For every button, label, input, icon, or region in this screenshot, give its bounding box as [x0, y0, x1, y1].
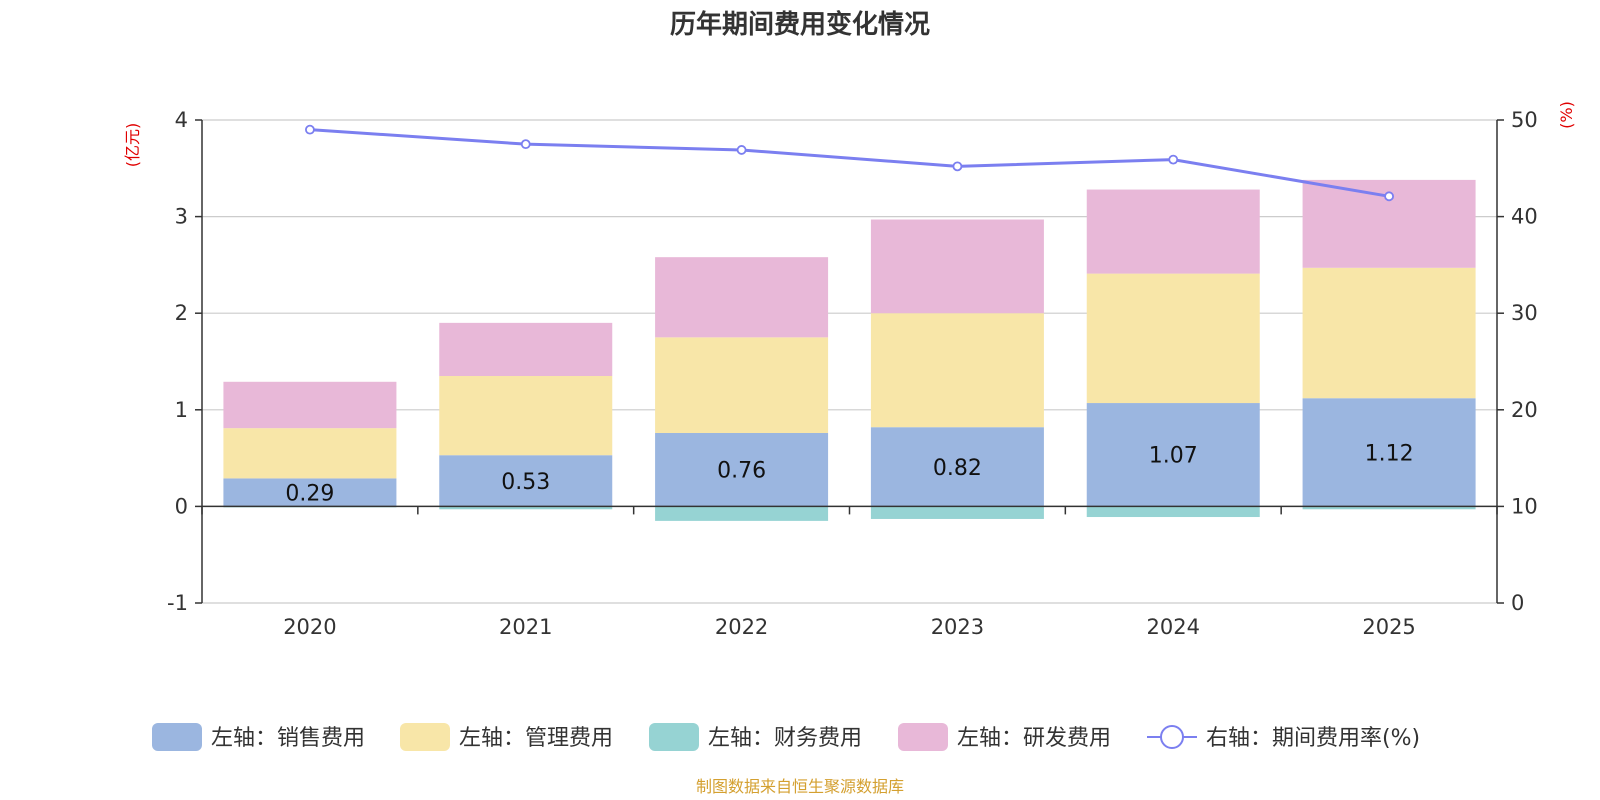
- rate-point: [1384, 191, 1394, 202]
- bar-segment: [439, 455, 613, 507]
- legend-label: 右轴：期间费用率(%): [1206, 726, 1420, 751]
- bar-segment: [1302, 506, 1476, 510]
- bar-segment: [870, 506, 1044, 519]
- bar-segment: [223, 428, 397, 479]
- right-tick-label: 10: [1511, 494, 1538, 518]
- bar-segment: [870, 219, 1044, 314]
- legend-swatch: [649, 723, 699, 751]
- bar-segment: [655, 506, 829, 521]
- rate-line: [305, 124, 1394, 202]
- category-label: 2023: [931, 615, 984, 639]
- category-label: 2024: [1147, 615, 1200, 639]
- right-axis-unit: (%): [1557, 101, 1576, 129]
- chart-title: 历年期间费用变化情况: [670, 9, 930, 40]
- bar-segment: [655, 432, 829, 507]
- bar-segment: [439, 322, 613, 376]
- bar-segment: [1302, 398, 1476, 507]
- right-tick-label: 30: [1511, 301, 1538, 325]
- left-tick-label: 4: [175, 108, 188, 132]
- right-tick-label: 0: [1511, 591, 1524, 615]
- left-tick-label: 1: [175, 398, 188, 422]
- bar-segment: [1086, 403, 1260, 507]
- data-label: 0.29: [285, 481, 334, 506]
- legend-swatch: [152, 723, 202, 751]
- rate-series-line: [309, 128, 1390, 198]
- legend: 左轴：销售费用 左轴：管理费用 左轴：财务费用 左轴：研发费用 右轴：期间费用率(%): [152, 723, 1420, 751]
- right-tick-label: 20: [1511, 398, 1538, 422]
- right-tick-label: 50: [1511, 108, 1538, 132]
- legend-label: 左轴：管理费用: [459, 726, 613, 751]
- bar-segment: [223, 478, 397, 507]
- bar-segment: [1086, 506, 1260, 518]
- data-label: 0.53: [501, 470, 550, 495]
- rate-point: [736, 145, 747, 155]
- bar-segment: [870, 427, 1044, 507]
- category-label: 2020: [283, 615, 336, 639]
- data-label: 1.12: [1365, 441, 1414, 466]
- left-tick-label: 2: [175, 301, 188, 325]
- legend-label: 左轴：研发费用: [957, 726, 1111, 751]
- rate-point: [520, 139, 531, 150]
- data-label: 0.82: [933, 456, 982, 481]
- left-tick-label: -1: [167, 591, 188, 615]
- legend-label: 左轴：财务费用: [708, 726, 862, 751]
- legend-label: 左轴：销售费用: [211, 726, 365, 751]
- category-label: 2025: [1362, 615, 1415, 639]
- bar-segment: [655, 257, 829, 338]
- bar-segment: [1086, 273, 1260, 404]
- legend-swatch: [898, 723, 948, 751]
- bar-segment: [439, 375, 613, 456]
- legend-circle-swatch: [1160, 725, 1184, 749]
- rate-point: [305, 124, 315, 135]
- left-tick-label: 3: [175, 205, 188, 229]
- data-label: 1.07: [1149, 444, 1198, 469]
- left-axis-unit: (亿元): [123, 123, 142, 168]
- bars: [223, 179, 1476, 521]
- bar-segment: [223, 381, 397, 429]
- rate-point: [952, 161, 963, 172]
- rate-point: [1168, 154, 1179, 165]
- bar-segment: [1302, 267, 1476, 399]
- bar-segment: [655, 337, 829, 433]
- bar-labels: 0.29 0.53 0.76 0.82 1.07 1.12: [285, 441, 1413, 506]
- category-label: 2022: [715, 615, 768, 639]
- category-label: 2021: [499, 615, 552, 639]
- source-note: 制图数据来自恒生聚源数据库: [696, 777, 904, 796]
- left-tick-label: 0: [175, 494, 188, 518]
- data-label: 0.76: [717, 459, 766, 484]
- bar-segment: [870, 313, 1044, 428]
- right-tick-label: 40: [1511, 205, 1538, 229]
- legend-swatch: [400, 723, 450, 751]
- bar-segment: [439, 506, 613, 510]
- bar-segment: [1086, 189, 1260, 274]
